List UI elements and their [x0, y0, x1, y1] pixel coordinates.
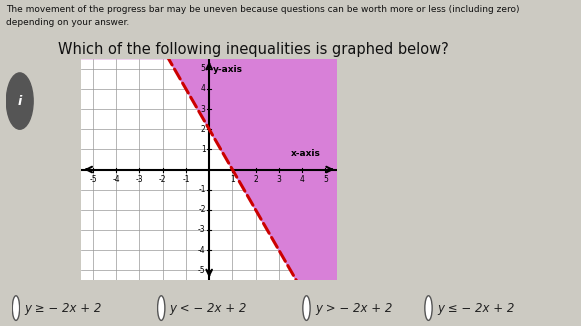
- Text: 2: 2: [201, 125, 206, 134]
- Circle shape: [12, 296, 20, 320]
- Text: 5: 5: [323, 174, 328, 184]
- Text: 2: 2: [253, 174, 258, 184]
- Text: -4: -4: [112, 174, 120, 184]
- Text: 4: 4: [201, 84, 206, 94]
- Text: y ≥ − 2x + 2: y ≥ − 2x + 2: [24, 302, 102, 315]
- Circle shape: [157, 296, 165, 320]
- Text: depending on your answer.: depending on your answer.: [6, 18, 129, 27]
- Text: 1: 1: [201, 145, 206, 154]
- Text: y-axis: y-axis: [213, 65, 243, 74]
- Circle shape: [303, 296, 310, 320]
- Text: 3: 3: [277, 174, 281, 184]
- Circle shape: [425, 296, 432, 320]
- Text: -5: -5: [198, 266, 206, 275]
- Text: 1: 1: [230, 174, 235, 184]
- Text: i: i: [17, 95, 22, 108]
- Circle shape: [6, 73, 33, 129]
- Text: 3: 3: [201, 105, 206, 113]
- Text: -2: -2: [198, 205, 206, 214]
- Text: The movement of the progress bar may be uneven because questions can be worth mo: The movement of the progress bar may be …: [6, 5, 519, 14]
- Text: -3: -3: [198, 226, 206, 234]
- Text: y > − 2x + 2: y > − 2x + 2: [315, 302, 392, 315]
- Text: -2: -2: [159, 174, 166, 184]
- Text: -4: -4: [198, 245, 206, 255]
- Text: -1: -1: [182, 174, 189, 184]
- Text: Which of the following inequalities is graphed below?: Which of the following inequalities is g…: [58, 42, 449, 57]
- Text: -1: -1: [198, 185, 206, 194]
- Text: y < − 2x + 2: y < − 2x + 2: [170, 302, 247, 315]
- Text: -5: -5: [89, 174, 97, 184]
- Text: y ≤ − 2x + 2: y ≤ − 2x + 2: [437, 302, 514, 315]
- Text: 4: 4: [300, 174, 304, 184]
- Text: 5: 5: [201, 64, 206, 73]
- Text: x-axis: x-axis: [290, 149, 320, 158]
- Text: -3: -3: [135, 174, 144, 184]
